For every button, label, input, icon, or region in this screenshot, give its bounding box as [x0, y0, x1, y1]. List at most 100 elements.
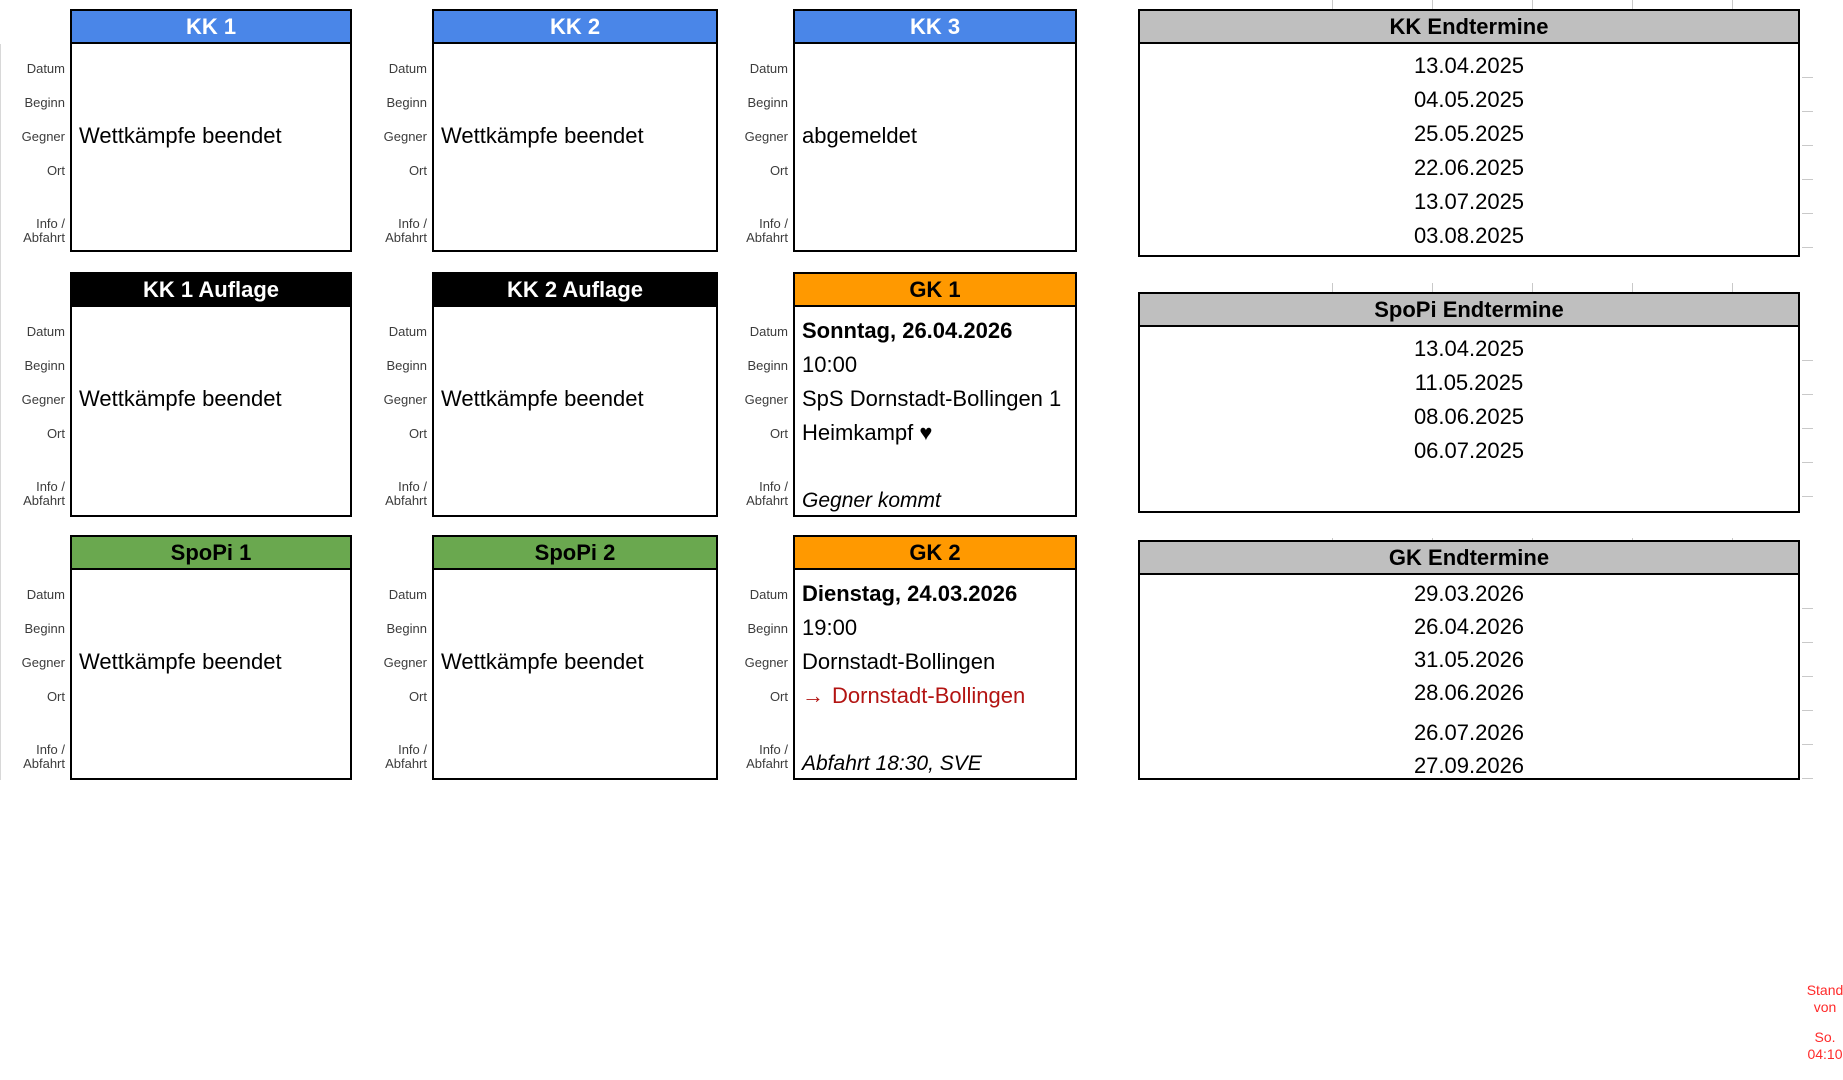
- card-kk1-auflage-status: Wettkämpfe beendet: [79, 386, 282, 411]
- label-beginn: Beginn: [386, 620, 427, 636]
- gridline-ticks-right: [1802, 327, 1813, 513]
- endtermine-date: 04.05.2025: [1413, 87, 1525, 112]
- label-datum: Datum: [26, 60, 65, 76]
- card-spopi1: SpoPi 1 Wettkämpfe beendet: [70, 535, 352, 780]
- endtermine-date: 28.06.2026: [1413, 679, 1525, 705]
- gridline-ticks-top: [1233, 283, 1800, 292]
- label-info-abfahrt: Info / Abfahrt: [746, 479, 788, 508]
- label-beginn: Beginn: [24, 94, 65, 110]
- table-spopi-endtermine-header: SpoPi Endtermine: [1140, 294, 1798, 327]
- card-gk2-opponent: Dornstadt-Bollingen: [802, 649, 996, 674]
- card-kk1-body: Wettkämpfe beendet: [72, 44, 350, 248]
- row-labels-kk2-auflage: Datum Beginn Gegner Ort Info / Abfahrt: [365, 307, 427, 519]
- label-datum: Datum: [26, 323, 65, 339]
- card-gk2: GK 2 Dienstag, 24.03.2026 19:00 Dornstad…: [793, 535, 1077, 780]
- endtermine-date: 13.04.2025: [1413, 53, 1525, 78]
- card-gk1-header: GK 1: [795, 274, 1075, 307]
- label-ort: Ort: [408, 162, 427, 178]
- label-gegner: Gegner: [383, 654, 427, 670]
- status-timestamp: Stand von So. 04:10: [1799, 982, 1843, 1063]
- timestamp-line: 04:10: [1807, 1046, 1843, 1062]
- label-beginn: Beginn: [24, 620, 65, 636]
- card-gk1-body: Sonntag, 26.04.2026 10:00 SpS Dornstadt-…: [795, 307, 1075, 513]
- endtermine-date: 03.08.2025: [1413, 223, 1525, 248]
- card-kk2-auflage-status: Wettkämpfe beendet: [441, 386, 644, 411]
- label-ort: Ort: [408, 425, 427, 441]
- table-gk-endtermine-body: 29.03.2026 26.04.2026 31.05.2026 28.06.2…: [1140, 575, 1798, 777]
- card-kk3: KK 3 abgemeldet: [793, 9, 1077, 252]
- label-gegner: Gegner: [744, 654, 788, 670]
- label-beginn: Beginn: [747, 620, 788, 636]
- label-ort: Ort: [769, 688, 788, 704]
- card-spopi1-body: Wettkämpfe beendet: [72, 570, 350, 776]
- row-labels-gk1: Datum Beginn Gegner Ort Info / Abfahrt: [726, 307, 788, 519]
- label-info-abfahrt: Info / Abfahrt: [23, 216, 65, 245]
- label-gegner: Gegner: [21, 391, 65, 407]
- table-spopi-endtermine-body: 13.04.2025 11.05.2025 08.06.2025 06.07.2…: [1140, 327, 1798, 509]
- label-gegner: Gegner: [744, 128, 788, 144]
- endtermine-date: 29.03.2026: [1413, 580, 1525, 606]
- card-kk1: KK 1 Wettkämpfe beendet: [70, 9, 352, 252]
- card-gk1-time: 10:00: [802, 352, 858, 377]
- card-kk1-auflage-body: Wettkämpfe beendet: [72, 307, 350, 513]
- arrow-right-icon: →: [802, 683, 824, 708]
- endtermine-date: 25.05.2025: [1413, 121, 1525, 146]
- row-labels-kk1-auflage: Datum Beginn Gegner Ort Info / Abfahrt: [3, 307, 65, 519]
- card-kk1-auflage: KK 1 Auflage Wettkämpfe beendet: [70, 272, 352, 517]
- label-datum: Datum: [749, 323, 788, 339]
- card-gk1-opponent: SpS Dornstadt-Bollingen 1: [802, 386, 1062, 411]
- card-gk2-away-location: → Dornstadt-Bollingen: [795, 679, 1075, 713]
- table-kk-endtermine-header: KK Endtermine: [1140, 11, 1798, 44]
- endtermine-date: 13.04.2025: [1413, 336, 1525, 361]
- label-info-abfahrt: Info / Abfahrt: [385, 216, 427, 245]
- card-kk2-body: Wettkämpfe beendet: [434, 44, 716, 248]
- card-kk3-status: abgemeldet: [802, 123, 917, 148]
- row-labels-kk3: Datum Beginn Gegner Ort Info / Abfahrt: [726, 44, 788, 256]
- label-ort: Ort: [408, 688, 427, 704]
- label-datum: Datum: [26, 586, 65, 602]
- card-kk3-body: abgemeldet: [795, 44, 1075, 248]
- label-datum: Datum: [388, 60, 427, 76]
- card-kk3-header: KK 3: [795, 11, 1075, 44]
- gridline-ticks-right: [1802, 44, 1813, 257]
- card-kk2-auflage-header: KK 2 Auflage: [434, 274, 716, 307]
- card-kk1-header: KK 1: [72, 11, 350, 44]
- label-gegner: Gegner: [21, 654, 65, 670]
- label-beginn: Beginn: [747, 94, 788, 110]
- card-gk1-location: Heimkampf ♥: [802, 420, 933, 445]
- label-ort: Ort: [769, 162, 788, 178]
- label-info-abfahrt: Info / Abfahrt: [746, 216, 788, 245]
- card-kk2-auflage: KK 2 Auflage Wettkämpfe beendet: [432, 272, 718, 517]
- timestamp-line: von: [1813, 999, 1837, 1015]
- row-labels-gk2: Datum Beginn Gegner Ort Info / Abfahrt: [726, 570, 788, 782]
- label-ort: Ort: [46, 425, 65, 441]
- row-labels-spopi1: Datum Beginn Gegner Ort Info / Abfahrt: [3, 570, 65, 782]
- card-gk2-date: Dienstag, 24.03.2026: [802, 581, 1018, 606]
- table-gk-endtermine-header: GK Endtermine: [1140, 542, 1798, 575]
- gridline-ticks-right: [1802, 575, 1813, 780]
- label-beginn: Beginn: [386, 94, 427, 110]
- card-kk2-status: Wettkämpfe beendet: [441, 123, 644, 148]
- card-kk1-auflage-header: KK 1 Auflage: [72, 274, 350, 307]
- table-kk-endtermine: KK Endtermine 13.04.2025 04.05.2025 25.0…: [1138, 9, 1800, 257]
- label-beginn: Beginn: [24, 357, 65, 373]
- timestamp-line: Stand: [1806, 982, 1843, 998]
- card-gk2-header: GK 2: [795, 537, 1075, 570]
- label-gegner: Gegner: [383, 128, 427, 144]
- label-info-abfahrt: Info / Abfahrt: [23, 742, 65, 771]
- endtermine-date: 11.05.2025: [1414, 370, 1524, 395]
- table-gk-endtermine: GK Endtermine 29.03.2026 26.04.2026 31.0…: [1138, 540, 1800, 780]
- label-datum: Datum: [388, 323, 427, 339]
- label-info-abfahrt: Info / Abfahrt: [385, 742, 427, 771]
- table-kk-endtermine-body: 13.04.2025 04.05.2025 25.05.2025 22.06.2…: [1140, 44, 1798, 253]
- label-beginn: Beginn: [747, 357, 788, 373]
- card-spopi1-status: Wettkämpfe beendet: [79, 649, 282, 674]
- card-gk1-info: Gegner kommt: [802, 489, 941, 512]
- endtermine-date: 08.06.2025: [1413, 404, 1525, 429]
- label-gegner: Gegner: [744, 391, 788, 407]
- row-labels-kk1: Datum Beginn Gegner Ort Info / Abfahrt: [3, 44, 65, 256]
- timestamp-line: So.: [1814, 1029, 1836, 1045]
- card-gk2-time: 19:00: [802, 615, 858, 640]
- label-info-abfahrt: Info / Abfahrt: [23, 479, 65, 508]
